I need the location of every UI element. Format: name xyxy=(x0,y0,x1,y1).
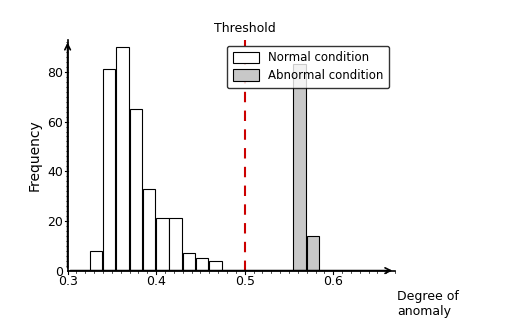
Bar xyxy=(293,64,306,271)
Bar xyxy=(143,189,155,271)
Bar xyxy=(183,253,195,271)
Bar xyxy=(156,218,168,271)
Bar xyxy=(209,261,222,271)
Legend: Normal condition, Abnormal condition: Normal condition, Abnormal condition xyxy=(227,46,389,88)
Bar xyxy=(170,218,182,271)
Bar xyxy=(103,69,115,271)
Text: Threshold: Threshold xyxy=(214,22,276,35)
Text: Degree of
anomaly: Degree of anomaly xyxy=(397,290,459,318)
Bar xyxy=(196,258,209,271)
Bar xyxy=(90,251,102,271)
Y-axis label: Frequency: Frequency xyxy=(28,119,42,191)
Bar xyxy=(307,236,319,271)
Bar xyxy=(129,109,142,271)
Bar xyxy=(116,47,128,271)
